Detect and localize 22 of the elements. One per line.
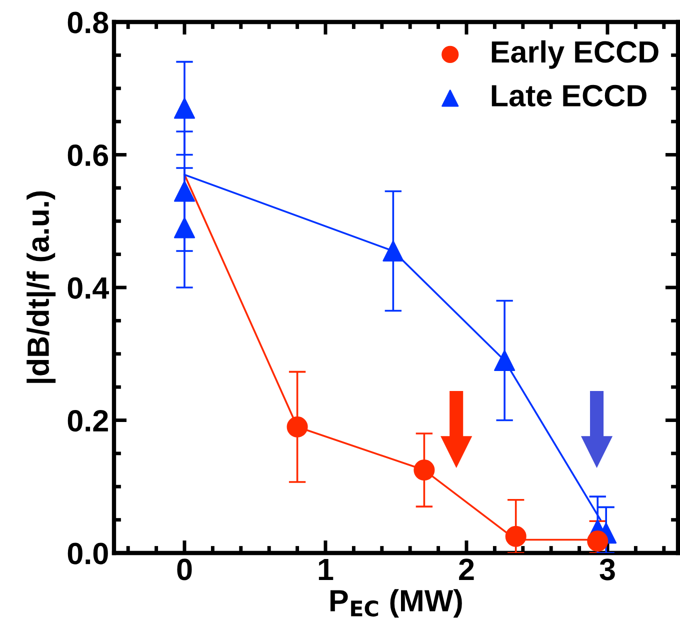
y-axis-title: |dB/dt|/f (a.u.) xyxy=(26,191,56,383)
point xyxy=(382,240,404,262)
y-tick-label: 0.8 xyxy=(68,12,108,34)
x-axis-title: P$_{EC}$ (MW) xyxy=(330,589,462,618)
y-tick-label: 0.0 xyxy=(68,542,108,564)
point xyxy=(505,526,526,547)
point xyxy=(286,416,308,438)
x-tick-label: 1 xyxy=(318,558,334,580)
point xyxy=(587,530,608,552)
x-tick-label: 0 xyxy=(177,558,192,580)
point xyxy=(174,217,196,238)
y-tick-label: 0.2 xyxy=(68,410,108,432)
point xyxy=(174,180,196,202)
x-tick-label: 3 xyxy=(600,558,615,580)
point xyxy=(174,98,196,119)
legend-label: Early ECCD xyxy=(492,40,658,69)
y-tick-label: 0.6 xyxy=(68,144,108,166)
point xyxy=(494,350,516,372)
point xyxy=(414,460,435,481)
x-tick-label: 2 xyxy=(459,558,474,580)
legend-label: Late ECCD xyxy=(492,84,646,107)
y-tick-label: 0.4 xyxy=(68,277,109,299)
